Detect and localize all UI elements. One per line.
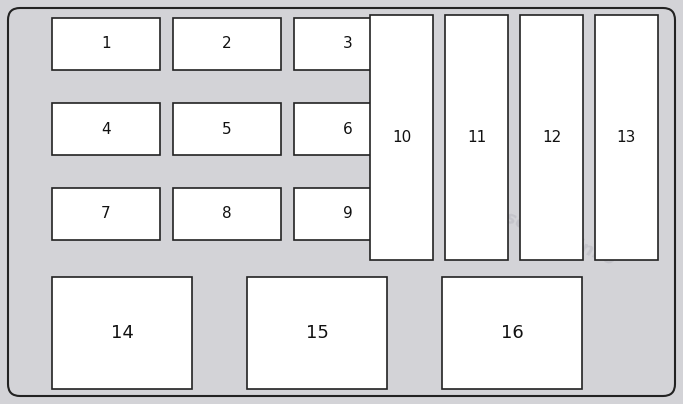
Text: 10: 10 — [392, 130, 411, 145]
FancyBboxPatch shape — [595, 15, 658, 260]
FancyBboxPatch shape — [294, 188, 402, 240]
Text: 8: 8 — [222, 206, 232, 221]
Text: 14: 14 — [111, 324, 133, 342]
FancyBboxPatch shape — [247, 277, 387, 389]
Text: 15: 15 — [305, 324, 329, 342]
Text: 9: 9 — [343, 206, 353, 221]
Text: 11: 11 — [467, 130, 486, 145]
Text: 13: 13 — [617, 130, 636, 145]
FancyBboxPatch shape — [173, 18, 281, 70]
FancyBboxPatch shape — [52, 103, 160, 155]
FancyBboxPatch shape — [445, 15, 508, 260]
FancyBboxPatch shape — [294, 18, 402, 70]
FancyBboxPatch shape — [52, 277, 192, 389]
Text: 7: 7 — [101, 206, 111, 221]
Text: 3: 3 — [343, 36, 353, 51]
Text: Fuse-Box.inFo: Fuse-Box.inFo — [482, 200, 619, 270]
FancyBboxPatch shape — [52, 188, 160, 240]
FancyBboxPatch shape — [294, 103, 402, 155]
Text: 4: 4 — [101, 122, 111, 137]
Text: 1: 1 — [101, 36, 111, 51]
FancyBboxPatch shape — [173, 188, 281, 240]
Text: 5: 5 — [222, 122, 232, 137]
FancyBboxPatch shape — [520, 15, 583, 260]
Text: 6: 6 — [343, 122, 353, 137]
FancyBboxPatch shape — [173, 103, 281, 155]
Text: 2: 2 — [222, 36, 232, 51]
Text: 12: 12 — [542, 130, 561, 145]
FancyBboxPatch shape — [52, 18, 160, 70]
FancyBboxPatch shape — [442, 277, 582, 389]
FancyBboxPatch shape — [370, 15, 433, 260]
FancyBboxPatch shape — [8, 8, 675, 396]
Text: 16: 16 — [501, 324, 523, 342]
